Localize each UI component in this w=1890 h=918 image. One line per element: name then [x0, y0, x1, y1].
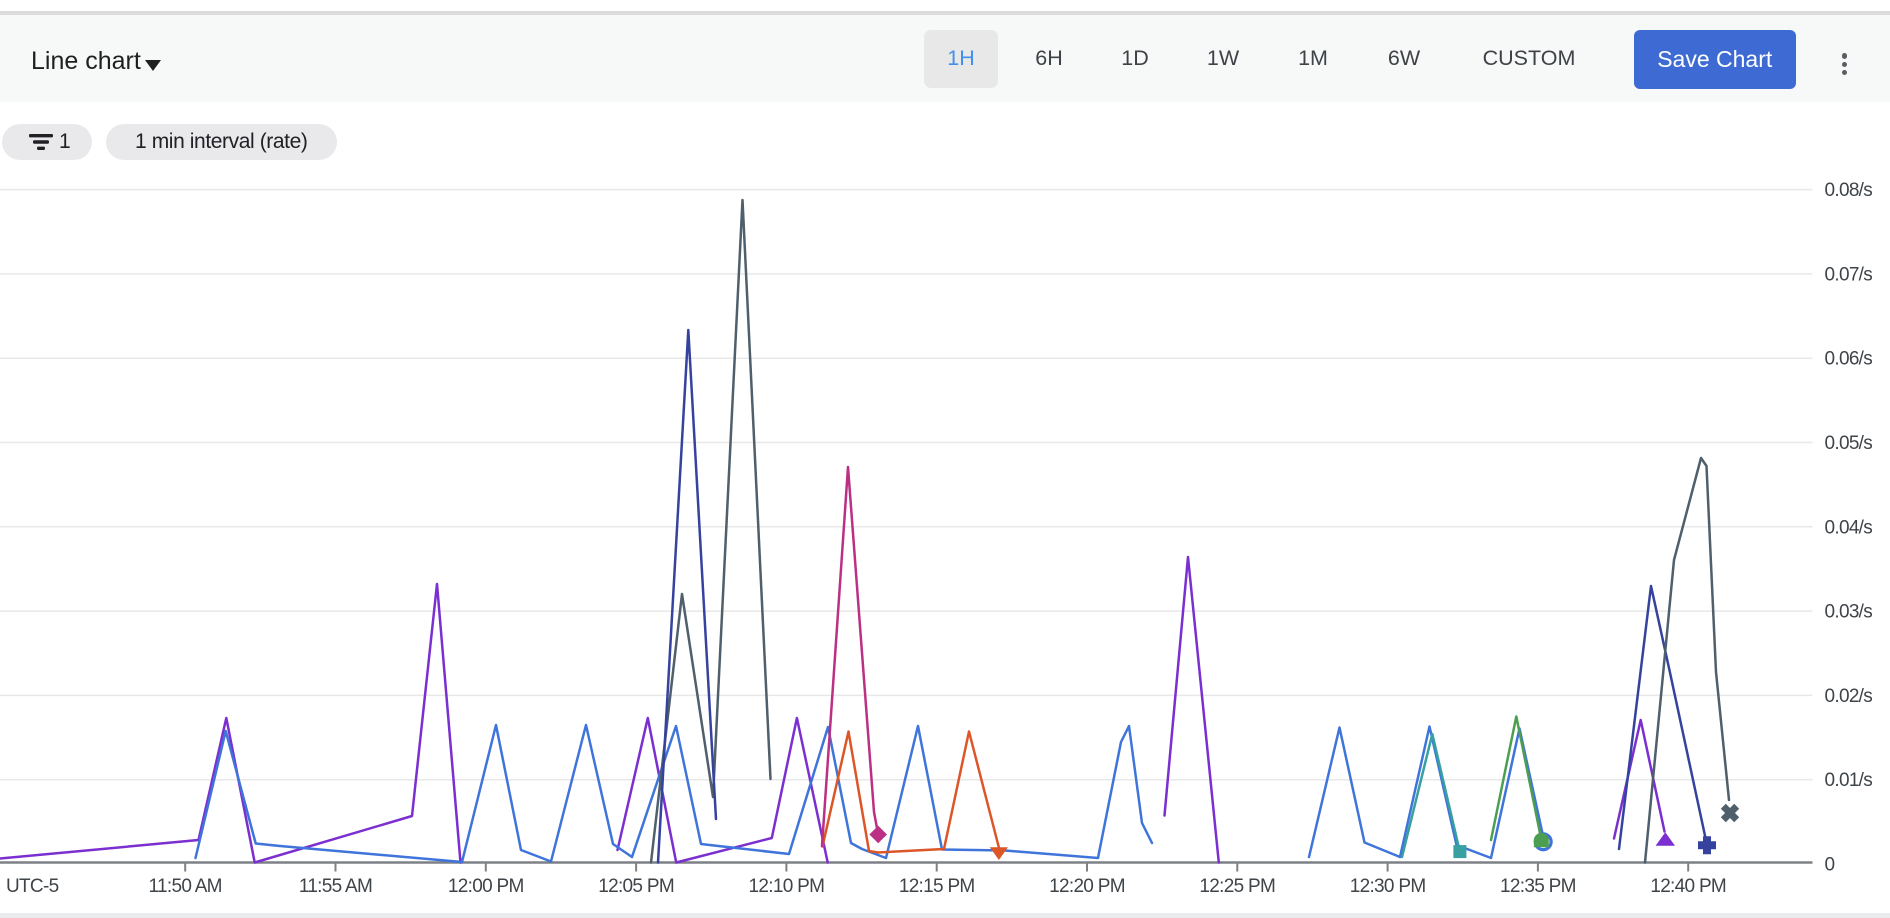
- svg-text:0.05/s: 0.05/s: [1825, 433, 1873, 454]
- svg-text:0.03/s: 0.03/s: [1825, 602, 1873, 623]
- svg-text:0.01/s: 0.01/s: [1825, 770, 1873, 791]
- svg-text:12:25 PM: 12:25 PM: [1199, 876, 1275, 897]
- svg-text:11:55 AM: 11:55 AM: [299, 876, 372, 897]
- svg-text:12:20 PM: 12:20 PM: [1049, 876, 1125, 897]
- svg-text:11:50 AM: 11:50 AM: [149, 876, 222, 897]
- svg-text:12:05 PM: 12:05 PM: [598, 876, 674, 897]
- svg-text:12:40 PM: 12:40 PM: [1650, 876, 1726, 897]
- svg-text:12:15 PM: 12:15 PM: [899, 876, 975, 897]
- svg-text:UTC-5: UTC-5: [6, 876, 59, 897]
- svg-text:0.04/s: 0.04/s: [1825, 517, 1873, 538]
- svg-text:0.06/s: 0.06/s: [1825, 349, 1873, 370]
- svg-text:12:35 PM: 12:35 PM: [1500, 876, 1576, 897]
- svg-text:0.08/s: 0.08/s: [1825, 180, 1873, 201]
- svg-text:12:00 PM: 12:00 PM: [448, 876, 524, 897]
- svg-text:0.02/s: 0.02/s: [1825, 686, 1873, 707]
- svg-text:12:30 PM: 12:30 PM: [1350, 876, 1426, 897]
- svg-text:12:10 PM: 12:10 PM: [749, 876, 825, 897]
- svg-text:0: 0: [1825, 855, 1835, 876]
- svg-text:0.07/s: 0.07/s: [1825, 264, 1873, 285]
